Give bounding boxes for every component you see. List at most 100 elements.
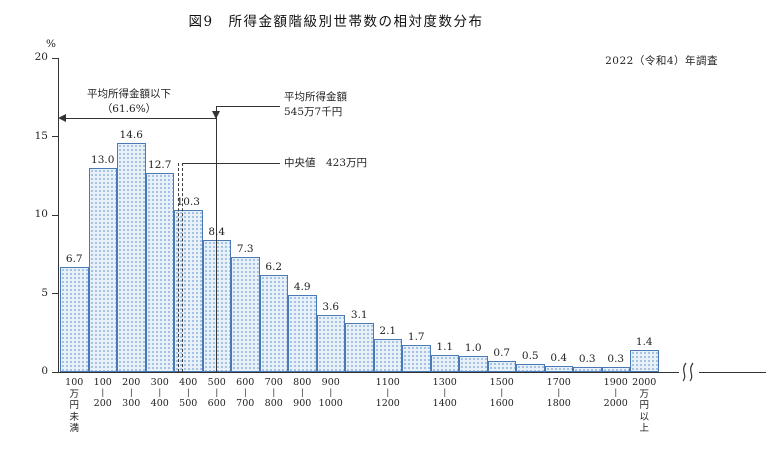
x-axis-label-line: 1200 — [375, 397, 400, 409]
x-axis-label: 200 | 300 — [113, 377, 149, 409]
mean-label: 平均所得金額 — [284, 91, 347, 103]
x-axis-label: 1300 | 1400 — [427, 377, 463, 409]
x-axis-label-line: 700 — [264, 377, 283, 388]
x-axis-label-line: 100 — [93, 377, 112, 388]
chart-title: 図9 所得金額階級別世帯数の相対度数分布 — [188, 14, 484, 30]
x-axis-label-line: 200 — [122, 377, 141, 388]
x-axis-label-line: 万 — [639, 388, 649, 400]
below-mean-arrowhead-icon — [58, 114, 66, 122]
y-tick-label: 10 — [34, 208, 48, 220]
x-axis-line — [58, 372, 766, 373]
mean-line — [215, 106, 217, 372]
x-axis-label-line: 200 — [93, 397, 112, 409]
x-axis-label-line: 1100 — [375, 377, 400, 388]
x-axis-label-line: | — [386, 387, 390, 398]
bar-value-label: 6.7 — [65, 252, 83, 265]
bar-11 — [373, 339, 402, 372]
x-axis-label-line: | — [500, 387, 504, 398]
x-axis-label-line: 1700 — [546, 377, 571, 388]
bar-value-label: 3.6 — [322, 301, 340, 314]
bar-14 — [459, 356, 488, 372]
x-axis-label: 400 | 500 — [170, 377, 206, 409]
x-axis-label-line: 満 — [69, 423, 79, 434]
x-axis-label: 100 | 200 — [85, 377, 121, 409]
y-tick-label: 0 — [41, 365, 48, 377]
y-tick — [52, 371, 58, 373]
y-tick-label: 5 — [41, 286, 48, 299]
x-axis-label: 1100 | 1200 — [370, 377, 406, 409]
x-axis-label-line: | — [272, 387, 276, 398]
below-mean-annotation: 平均所得金額以下 （61.6%） — [62, 87, 196, 117]
bar-value-label: 0.7 — [493, 347, 511, 359]
x-axis-label-line: | — [557, 387, 561, 398]
x-axis-label-line: 1600 — [489, 397, 514, 409]
bar-1 — [88, 167, 117, 372]
bar-18 — [573, 367, 602, 372]
bar-5 — [202, 240, 231, 372]
bar-value-label: 10.3 — [176, 196, 200, 209]
x-axis-label-line: 100 — [65, 377, 84, 388]
x-axis-label-line: 500 — [179, 397, 198, 409]
bar-value-label: 7.3 — [236, 243, 254, 256]
bar-value-label: 12.7 — [148, 158, 172, 171]
x-axis-label-line: 500 — [207, 377, 226, 388]
bar-value-label: 1.0 — [464, 342, 482, 355]
x-axis-label-line: | — [129, 387, 133, 398]
median-line — [178, 163, 184, 372]
bar-value-label: 13.0 — [91, 153, 115, 166]
bar-value-label: 6.2 — [265, 260, 283, 273]
x-axis-label-line: 1500 — [489, 377, 514, 388]
mean-connector — [215, 106, 280, 107]
x-axis-label-line: 300 — [150, 377, 169, 388]
bar-9 — [316, 315, 345, 372]
bar-12 — [402, 345, 431, 372]
bar-value-label: 1.7 — [407, 331, 425, 344]
x-axis-label-line: 1000 — [318, 397, 343, 409]
x-axis-label-line: 円 — [69, 400, 79, 411]
x-axis-label-line: 2000 — [632, 377, 657, 388]
x-axis-label-line: | — [300, 387, 304, 398]
bar-6 — [231, 257, 260, 372]
y-axis-unit-label: % — [46, 38, 56, 50]
bar-value-label: 0.3 — [607, 353, 625, 366]
bar-19 — [601, 367, 630, 372]
x-axis-label-line: | — [158, 387, 162, 398]
bar-value-label: 8.4 — [208, 226, 226, 239]
bar-value-label: 0.4 — [550, 351, 568, 364]
x-axis-label: 300 | 400 — [142, 377, 178, 409]
bar-0 — [60, 266, 89, 372]
median-annotation: 中央値 423万円 — [284, 157, 368, 169]
x-axis-label-line: 800 — [264, 397, 283, 409]
bar-value-label: 0.5 — [521, 350, 539, 363]
x-axis-label: 800 | 900 — [284, 377, 320, 409]
median-connector — [183, 163, 280, 164]
x-axis-label-line: 1900 — [603, 377, 628, 388]
bar-8 — [288, 295, 317, 372]
axis-break-icon — [679, 362, 699, 382]
bar-2 — [117, 142, 146, 372]
y-axis-line — [58, 58, 59, 372]
x-axis-label-line: 1300 — [432, 377, 457, 388]
x-axis-label-line: | — [243, 387, 247, 398]
x-axis-label-line: 1400 — [432, 397, 457, 409]
x-axis-label: 500 | 600 — [199, 377, 235, 409]
x-axis-label-line: 300 — [122, 397, 141, 409]
x-axis-label-line: 2000 — [603, 397, 628, 409]
x-axis-label-line: | — [101, 387, 105, 398]
x-axis-label-line: | — [443, 387, 447, 398]
below-mean-arrow — [60, 118, 216, 119]
below-mean-label: 平均所得金額以下 — [87, 88, 171, 100]
x-axis-label: 900 | 1000 — [313, 377, 349, 409]
x-axis-label-line: 700 — [236, 397, 255, 409]
bar-13 — [430, 354, 459, 372]
x-axis-label: 100 万円未満 — [56, 377, 92, 435]
x-axis-label: 1500 | 1600 — [484, 377, 520, 409]
mean-value: 545万7千円 — [284, 106, 343, 118]
bar-17 — [544, 365, 573, 372]
x-axis-label-line: 未 — [69, 411, 79, 423]
y-tick — [52, 57, 58, 59]
bar-16 — [516, 364, 545, 372]
bar-value-label: 2.1 — [379, 325, 397, 338]
mean-annotation: 平均所得金額 545万7千円 — [284, 90, 347, 120]
